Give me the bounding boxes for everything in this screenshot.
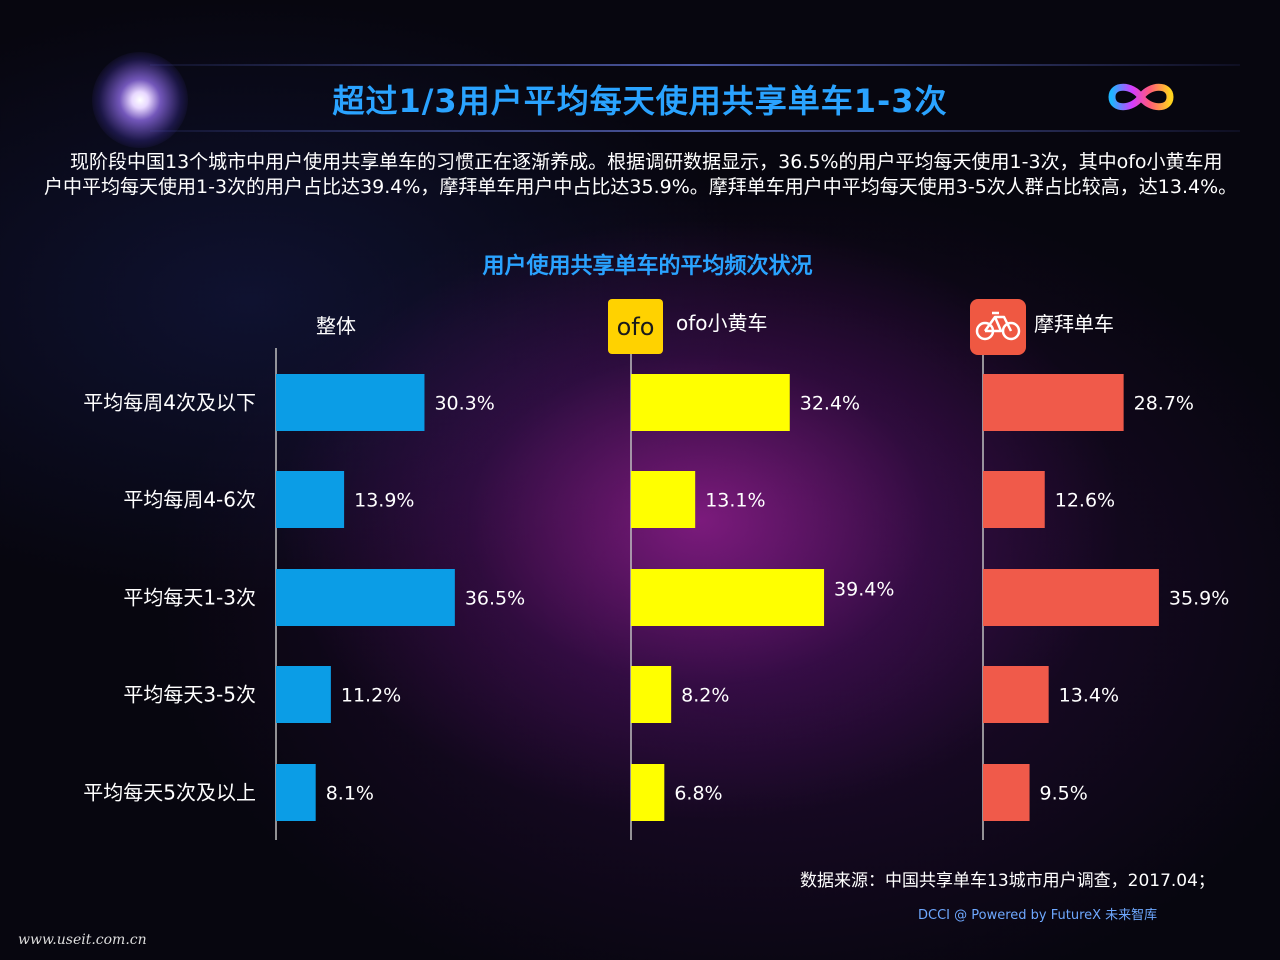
category-label: 平均每周4-6次 (123, 488, 256, 512)
starburst-decoration (92, 52, 188, 148)
intro-text: 现阶段中国13个城市中用户使用共享单车的习惯正在逐渐养成。根据调研数据显示，36… (44, 151, 1238, 198)
ofo-logo-text: ofo (617, 313, 655, 341)
data-label: 11.2% (341, 685, 401, 707)
mobike-frame-icon (983, 311, 1013, 333)
data-label: 6.8% (674, 783, 722, 805)
powered-by: DCCI @ Powered by FutureX 未来智库 (918, 908, 1158, 923)
bar (631, 374, 790, 431)
chart-title: 用户使用共享单车的平均频次状况 (482, 254, 813, 279)
bar (276, 666, 331, 723)
futurex-infinity-logo (1108, 83, 1174, 111)
data-label: 30.3% (434, 393, 494, 415)
intro-paragraph: 现阶段中国13个城市中用户使用共享单车的习惯正在逐渐养成。根据调研数据显示，36… (44, 150, 1240, 200)
bar (276, 569, 455, 626)
data-label: 32.4% (800, 393, 860, 415)
data-label: 35.9% (1169, 588, 1229, 610)
data-label: 12.6% (1055, 490, 1115, 512)
series-name: ofo小黄车 (676, 311, 768, 335)
data-label: 13.4% (1059, 685, 1119, 707)
page-title: 超过1/3用户平均每天使用共享单车1-3次 (332, 82, 948, 120)
bar (631, 569, 825, 626)
data-label: 13.9% (354, 490, 414, 512)
data-label: 28.7% (1134, 393, 1194, 415)
category-label: 平均每天1-3次 (123, 586, 256, 610)
bar (983, 471, 1045, 528)
series-name: 整体 (316, 314, 356, 338)
bar (631, 666, 672, 723)
data-label: 36.5% (465, 588, 525, 610)
data-label: 39.4% (834, 579, 894, 601)
data-label: 8.1% (326, 783, 374, 805)
series-name: 摩拜单车 (1034, 312, 1114, 336)
bar (983, 666, 1049, 723)
bar (983, 569, 1159, 626)
mobike-wheel-icon (1001, 321, 1021, 341)
title-bottom-rule (150, 130, 1240, 132)
category-label: 平均每周4次及以下 (83, 391, 256, 415)
data-label: 9.5% (1040, 783, 1088, 805)
bar (983, 764, 1030, 821)
bar (276, 764, 316, 821)
category-label: 平均每天3-5次 (123, 683, 256, 707)
bar (276, 374, 425, 431)
data-label: 13.1% (705, 490, 765, 512)
bar (631, 764, 665, 821)
title-top-rule (150, 64, 1240, 66)
data-source: 数据来源：中国共享单车13城市用户调查，2017.04； (800, 871, 1215, 891)
ofo-logo (608, 299, 663, 354)
data-label: 8.2% (681, 685, 729, 707)
bar (983, 374, 1124, 431)
category-label: 平均每天5次及以上 (83, 781, 256, 805)
bar (276, 471, 345, 528)
bar (631, 471, 696, 528)
site-watermark: www.useit.com.cn (18, 932, 147, 948)
